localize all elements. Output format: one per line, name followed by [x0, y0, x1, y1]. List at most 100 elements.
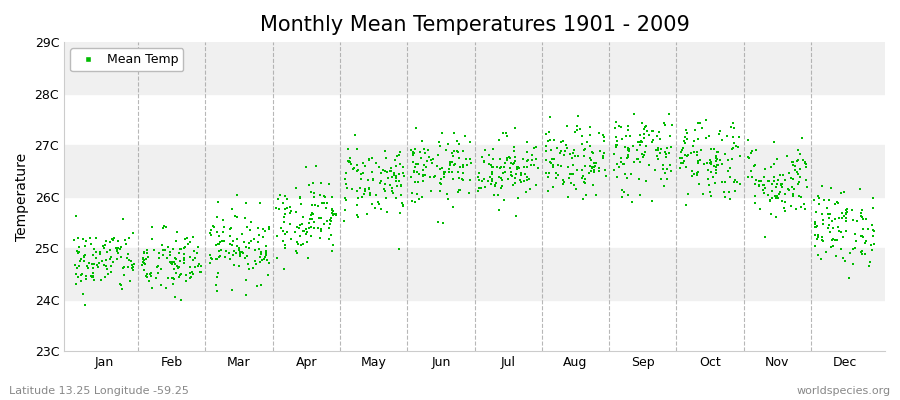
- Point: [97, 245, 112, 252]
- Point: [412, 196, 427, 202]
- Point: [498, 160, 512, 167]
- Point: [320, 218, 334, 224]
- Point: [787, 191, 801, 197]
- Point: [541, 138, 555, 144]
- Point: [583, 132, 598, 138]
- Point: [831, 200, 845, 206]
- Point: [824, 229, 838, 236]
- Point: [477, 158, 491, 164]
- Point: [812, 195, 826, 201]
- Point: [823, 211, 837, 218]
- Point: [758, 166, 772, 172]
- Point: [691, 136, 706, 142]
- Point: [786, 192, 800, 199]
- Point: [708, 158, 723, 164]
- Point: [233, 251, 248, 257]
- Point: [386, 170, 400, 176]
- Point: [338, 176, 352, 183]
- Point: [405, 198, 419, 204]
- Point: [343, 155, 357, 162]
- Point: [443, 160, 457, 166]
- Point: [206, 222, 220, 229]
- Point: [120, 255, 134, 261]
- Point: [725, 120, 740, 126]
- Point: [380, 209, 394, 215]
- Point: [360, 177, 374, 184]
- Point: [854, 248, 868, 254]
- Point: [616, 161, 630, 167]
- Point: [762, 196, 777, 203]
- Point: [499, 130, 513, 136]
- Point: [362, 156, 376, 162]
- Point: [545, 162, 560, 168]
- Point: [543, 114, 557, 120]
- Point: [743, 168, 758, 174]
- Point: [854, 212, 868, 219]
- Point: [151, 255, 166, 261]
- Point: [655, 166, 670, 172]
- Point: [278, 244, 293, 251]
- Point: [726, 140, 741, 146]
- Point: [435, 130, 449, 137]
- Point: [530, 165, 544, 171]
- Point: [650, 153, 664, 160]
- Point: [586, 149, 600, 156]
- Point: [406, 159, 420, 166]
- Point: [622, 148, 636, 154]
- Point: [117, 237, 131, 243]
- Point: [637, 152, 652, 158]
- Point: [236, 250, 250, 256]
- Point: [411, 160, 426, 167]
- Point: [494, 184, 508, 191]
- Point: [487, 192, 501, 198]
- Point: [825, 243, 840, 249]
- Point: [369, 160, 383, 166]
- Point: [428, 172, 442, 179]
- Point: [707, 163, 722, 169]
- Point: [724, 124, 739, 131]
- Point: [784, 175, 798, 182]
- Point: [826, 224, 841, 231]
- Point: [551, 162, 565, 168]
- Point: [867, 240, 881, 247]
- Point: [283, 204, 297, 210]
- Point: [478, 147, 492, 153]
- Point: [94, 277, 108, 283]
- Point: [808, 221, 823, 227]
- Point: [866, 195, 880, 202]
- Point: [441, 168, 455, 175]
- Point: [493, 164, 508, 171]
- Point: [859, 216, 873, 222]
- Point: [707, 146, 722, 152]
- Point: [138, 260, 152, 267]
- Point: [807, 243, 822, 250]
- Point: [727, 177, 742, 184]
- Point: [748, 193, 762, 199]
- Point: [790, 168, 805, 175]
- Point: [659, 151, 673, 158]
- Point: [494, 175, 508, 181]
- Point: [746, 163, 760, 170]
- Point: [841, 209, 855, 215]
- Point: [541, 188, 555, 194]
- Point: [315, 200, 329, 206]
- Point: [684, 150, 698, 156]
- Point: [549, 170, 563, 176]
- Point: [828, 216, 842, 222]
- Point: [546, 164, 561, 170]
- Point: [814, 183, 829, 190]
- Point: [471, 174, 485, 180]
- Point: [280, 196, 294, 202]
- Point: [186, 256, 201, 263]
- Point: [223, 225, 238, 232]
- Point: [83, 235, 97, 241]
- Point: [457, 133, 472, 140]
- Point: [453, 164, 467, 170]
- Point: [217, 238, 231, 244]
- Point: [454, 176, 469, 182]
- Point: [563, 170, 578, 177]
- Point: [636, 126, 651, 132]
- Point: [80, 263, 94, 269]
- Point: [608, 142, 623, 148]
- Point: [676, 145, 690, 152]
